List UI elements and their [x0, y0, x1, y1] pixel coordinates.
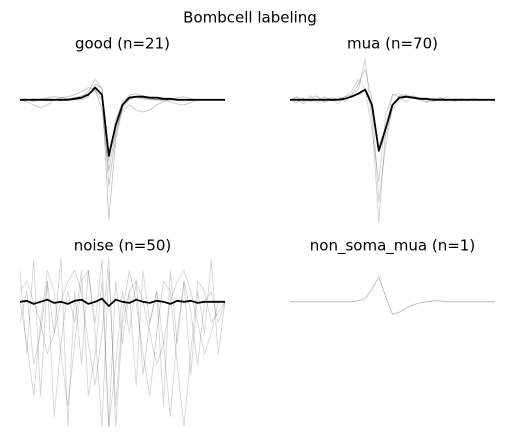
panel [290, 58, 495, 222]
waveform [290, 276, 495, 315]
panel-title: good (n=21) [75, 35, 170, 53]
waveform [290, 58, 495, 222]
waveform [290, 79, 495, 182]
waveform [20, 258, 225, 427]
waveform [20, 270, 225, 427]
waveform [20, 258, 225, 427]
waveform [290, 68, 495, 202]
waveform [290, 88, 495, 152]
figure-title: Bombcell labeling [183, 9, 317, 27]
panel-title: mua (n=70) [347, 35, 438, 53]
panel-title: noise (n=50) [74, 237, 172, 255]
panel [20, 79, 225, 221]
panel-title: non_soma_mua (n=1) [310, 237, 475, 256]
waveform [20, 297, 225, 307]
waveform [20, 86, 225, 157]
panel [290, 276, 495, 315]
waveform [20, 270, 225, 427]
panel [20, 258, 225, 427]
